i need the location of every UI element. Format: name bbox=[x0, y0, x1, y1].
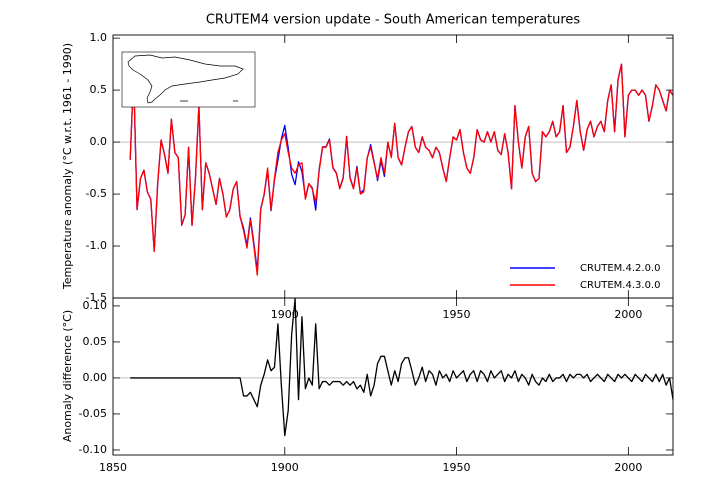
y-tick-label: 1.0 bbox=[90, 31, 108, 44]
inset-map bbox=[121, 51, 256, 108]
x-tick-label: 1950 bbox=[443, 461, 471, 474]
y-tick-label: -1.0 bbox=[86, 239, 107, 252]
y-tick-label: 0.0 bbox=[90, 135, 108, 148]
y-axis-label: Anomaly difference (°C) bbox=[61, 310, 74, 442]
x-tick-label: 1950 bbox=[443, 308, 471, 321]
x-tick-label: 1900 bbox=[271, 461, 299, 474]
y-tick-label: -0.05 bbox=[79, 407, 107, 420]
y-tick-label: 0.5 bbox=[90, 83, 108, 96]
x-tick-label: 1850 bbox=[99, 461, 127, 474]
plot-frame bbox=[112, 297, 674, 456]
chart-title: CRUTEM4 version update - South American … bbox=[206, 13, 581, 28]
x-tick-label: 1900 bbox=[271, 308, 299, 321]
y-tick-label: 0.00 bbox=[83, 371, 108, 384]
data-line bbox=[130, 298, 674, 437]
legend-label: CRUTEM.4.3.0.0 bbox=[580, 280, 660, 291]
y-tick-label: -0.10 bbox=[79, 443, 107, 456]
legend-label: CRUTEM.4.2.0.0 bbox=[580, 263, 660, 274]
y-tick-label: 0.10 bbox=[83, 299, 108, 312]
data-line bbox=[129, 63, 674, 276]
y-tick-label: -1.5 bbox=[86, 291, 107, 304]
y-tick-label: 0.05 bbox=[83, 335, 108, 348]
y-tick-label: -0.5 bbox=[86, 187, 107, 200]
x-tick-label: 2000 bbox=[614, 461, 642, 474]
y-axis-label: Temperature anomaly (°C w.r.t. 1961 - 19… bbox=[61, 43, 74, 290]
x-tick-label: 2000 bbox=[614, 308, 642, 321]
